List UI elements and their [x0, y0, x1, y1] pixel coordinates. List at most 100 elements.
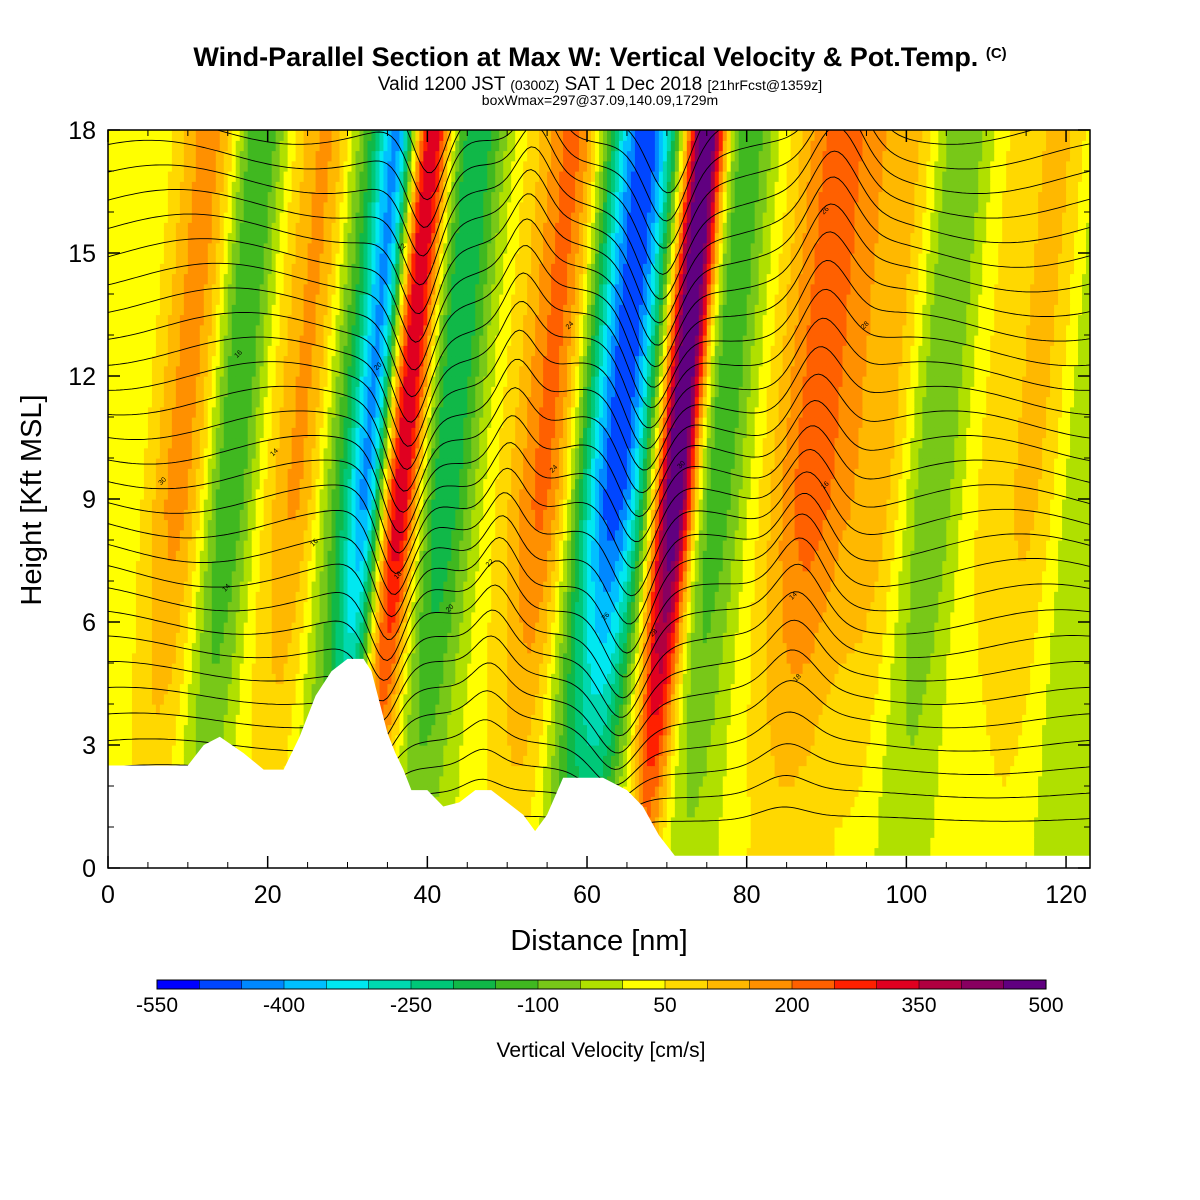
- field-cell: [223, 734, 229, 746]
- field-cell: [295, 734, 301, 746]
- field-cell: [419, 775, 424, 787]
- field-cell: [287, 663, 293, 674]
- field-cell: [207, 652, 213, 664]
- field-cell: [886, 765, 891, 777]
- field-cell: [846, 745, 852, 756]
- field-cell: [998, 673, 1003, 685]
- field-cell: [846, 796, 852, 808]
- field-cell: [642, 704, 648, 715]
- field-cell: [894, 693, 899, 705]
- field-cell: [666, 673, 672, 685]
- field-cell: [654, 786, 660, 797]
- field-cell: [854, 827, 860, 838]
- field-cell: [167, 724, 173, 736]
- field-cell: [858, 714, 864, 726]
- field-cell: [547, 755, 552, 767]
- field-cell: [471, 786, 476, 797]
- field-cell: [970, 663, 975, 674]
- field-cell: [1022, 765, 1027, 777]
- field-cell: [459, 673, 464, 685]
- field-cell: [970, 806, 975, 818]
- field-cell: [1070, 673, 1075, 685]
- field-cell: [830, 673, 836, 685]
- field-cell: [143, 724, 149, 736]
- field-cell: [139, 704, 145, 715]
- field-cell: [579, 704, 584, 715]
- field-cell: [527, 734, 532, 746]
- field-cell: [650, 775, 656, 787]
- field-cell: [259, 663, 265, 674]
- field-cell: [239, 704, 245, 715]
- field-cell: [487, 704, 492, 715]
- field-cell: [543, 693, 548, 705]
- field-cell: [798, 837, 804, 849]
- field-cell: [1002, 724, 1007, 736]
- field-cell: [734, 847, 740, 859]
- field-cell: [1042, 734, 1047, 746]
- field-cell: [978, 796, 983, 808]
- field-cell: [610, 765, 616, 777]
- field-cell: [826, 786, 832, 797]
- field-cell: [1010, 673, 1015, 685]
- field-cell: [890, 693, 895, 705]
- field-cell: [511, 796, 516, 808]
- field-cell: [810, 827, 816, 838]
- field-cell: [539, 663, 544, 674]
- field-cell: [1074, 693, 1079, 705]
- field-cell: [263, 724, 269, 736]
- field-cell: [702, 806, 708, 818]
- field-cell: [754, 755, 760, 767]
- field-cell: [211, 704, 217, 715]
- field-cell: [722, 806, 728, 818]
- field-cell: [1054, 775, 1059, 787]
- field-cell: [698, 806, 704, 818]
- field-cell: [722, 745, 728, 756]
- field-cell: [483, 673, 488, 685]
- field-cell: [411, 775, 416, 787]
- field-cell: [535, 796, 540, 808]
- field-cell: [698, 704, 704, 715]
- field-cell: [766, 765, 772, 777]
- field-cell: [902, 786, 907, 797]
- field-cell: [818, 663, 824, 674]
- field-cell: [575, 704, 580, 715]
- field-cell: [475, 765, 480, 777]
- field-cell: [998, 745, 1003, 756]
- field-cell: [658, 704, 664, 715]
- field-cell: [814, 714, 820, 726]
- field-cell: [1058, 816, 1063, 828]
- field-cell: [579, 724, 584, 736]
- field-cell: [978, 693, 983, 705]
- field-cell: [878, 683, 884, 695]
- field-cell: [1030, 724, 1035, 736]
- field-cell: [794, 683, 800, 695]
- field-cell: [826, 837, 832, 849]
- field-cell: [131, 663, 137, 674]
- field-cell: [467, 693, 472, 705]
- field-cell: [443, 796, 448, 808]
- field-cell: [974, 765, 979, 777]
- field-cell: [227, 652, 233, 664]
- field-cell: [139, 734, 145, 746]
- field-cell: [527, 816, 532, 828]
- field-cell: [391, 704, 397, 715]
- field-cell: [706, 745, 712, 756]
- field-cell: [722, 765, 728, 777]
- field-cell: [151, 663, 157, 674]
- field-cell: [271, 693, 277, 705]
- field-cell: [587, 755, 592, 767]
- field-cell: [790, 755, 796, 767]
- field-cell: [734, 734, 740, 746]
- field-cell: [399, 745, 404, 756]
- field-cell: [842, 704, 848, 715]
- field-cell: [690, 745, 696, 756]
- field-cell: [551, 755, 556, 767]
- field-cell: [854, 816, 860, 828]
- field-cell: [187, 693, 193, 705]
- field-cell: [479, 714, 484, 726]
- field-cell: [630, 745, 636, 756]
- field-cell: [918, 847, 923, 859]
- field-cell: [159, 714, 165, 726]
- field-cell: [662, 724, 668, 736]
- field-cell: [682, 704, 688, 715]
